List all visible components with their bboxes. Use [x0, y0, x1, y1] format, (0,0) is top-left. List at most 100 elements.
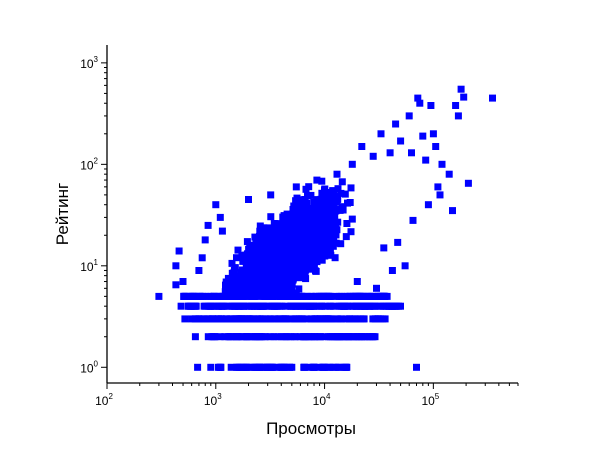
scatter-point [222, 278, 230, 286]
scatter-point [452, 102, 460, 109]
scatter-point [275, 220, 283, 228]
scatter-point [204, 333, 212, 341]
scatter-point [287, 231, 295, 239]
scatter-point [397, 137, 405, 145]
scatter-point [298, 240, 306, 248]
scatter-point [216, 213, 224, 221]
scatter-point [310, 254, 318, 262]
scatter-point [246, 253, 254, 261]
scatter-point [337, 315, 345, 323]
scatter-point [353, 278, 361, 285]
scatter-point [243, 333, 251, 341]
scatter-point [290, 221, 298, 229]
scatter-point [333, 292, 341, 300]
scatter-point [227, 315, 235, 323]
scatter-point [357, 333, 365, 341]
axes [106, 45, 518, 384]
scatter-point [365, 302, 373, 310]
scatter-point [181, 315, 189, 323]
x-tick-label: 105 [421, 392, 439, 408]
scatter-point [323, 224, 331, 231]
scatter-point [260, 224, 268, 232]
scatter-point [300, 363, 308, 371]
scatter-point [313, 176, 321, 184]
x-tick-label: 104 [313, 392, 331, 408]
scatter-point [251, 233, 259, 241]
scatter-point [266, 224, 274, 232]
scatter-point [290, 266, 298, 274]
scatter-point [226, 292, 234, 300]
scatter-point [306, 238, 314, 246]
scatter-point [297, 211, 305, 219]
scatter-point [238, 251, 246, 259]
scatter-point [273, 363, 280, 371]
scatter-point [334, 185, 342, 193]
scatter-point [329, 302, 337, 310]
scatter-point [375, 315, 382, 323]
scatter-point [289, 211, 297, 219]
scatter-point [370, 292, 378, 300]
scatter-point [332, 227, 340, 235]
scatter-point [261, 252, 269, 260]
scatter-point [240, 363, 248, 371]
scatter-point [224, 333, 232, 341]
scatter-point [227, 281, 235, 289]
scatter-point [300, 251, 308, 259]
scatter-point [332, 231, 340, 239]
scatter-point [380, 244, 388, 252]
scatter-point [358, 143, 366, 150]
scatter-point [305, 333, 313, 341]
scatter-point [244, 265, 251, 273]
scatter-point [280, 333, 288, 341]
scatter-point [325, 203, 333, 211]
scatter-point [203, 315, 211, 323]
scatter-point [312, 292, 320, 300]
scatter-point [340, 333, 348, 341]
scatter-point [194, 363, 202, 371]
scatter-point [306, 227, 314, 235]
scatter-point [307, 315, 315, 323]
scatter-point [298, 255, 306, 263]
scatter-point [386, 149, 394, 157]
scatter-point [201, 236, 209, 244]
scatter-point [288, 280, 296, 288]
scatter-point [277, 256, 285, 264]
scatter-point [240, 302, 248, 310]
scatter-point [260, 275, 268, 282]
scatter-point [198, 315, 206, 323]
scatter-point [272, 302, 280, 310]
scatter-point [252, 268, 260, 276]
scatter-point [215, 302, 223, 310]
y-tick-label: 103 [80, 55, 98, 71]
scatter-point [445, 170, 453, 178]
scatter-point [216, 363, 224, 371]
scatter-point [255, 363, 263, 371]
scatter-point [321, 185, 329, 193]
scatter-point [255, 333, 263, 341]
scatter-point [267, 191, 275, 199]
scatter-point [298, 232, 305, 240]
scatter-point [318, 177, 326, 185]
scatter-point [330, 196, 338, 204]
scatter-point [283, 315, 291, 323]
scatter-point [348, 215, 356, 223]
scatter-point [320, 315, 328, 323]
scatter-point [245, 289, 253, 296]
scatter-point [312, 267, 320, 275]
scatter-point [333, 315, 341, 323]
scatter-point [195, 267, 203, 274]
scatter-point [289, 302, 297, 310]
scatter-point [258, 231, 266, 238]
scatter-point [309, 260, 317, 267]
scatter-point [318, 235, 326, 243]
scatter-point [359, 292, 367, 300]
x-tick-label: 102 [95, 392, 113, 408]
scatter-point [346, 315, 354, 323]
scatter-point [356, 302, 364, 310]
scatter-point [315, 202, 323, 210]
scatter-point [310, 220, 317, 228]
scatter-point [369, 302, 377, 310]
scatter-point [324, 241, 332, 249]
scatter-point [395, 302, 402, 310]
